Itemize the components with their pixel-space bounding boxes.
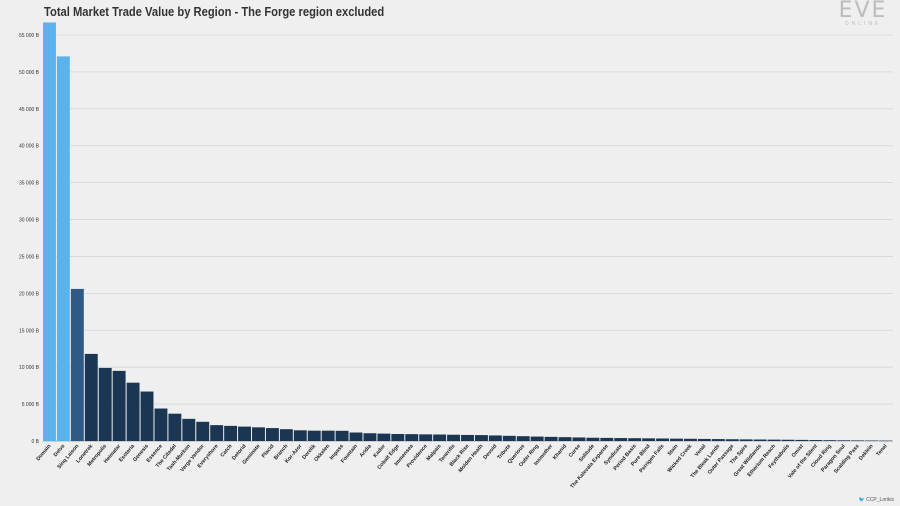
bar-geminate: [252, 427, 265, 441]
y-tick-label: 5 000 B: [22, 402, 40, 408]
credit: 🐦 CCP_Lorikis: [859, 497, 894, 503]
bar-delve: [56, 56, 70, 441]
bar-kador: [377, 433, 391, 441]
bar-placid: [265, 428, 279, 441]
bar-detorid: [238, 426, 252, 441]
bar-the-kalevala-expanse: [600, 437, 614, 441]
bar-branch: [279, 429, 293, 441]
bar-cobalt-edge: [391, 433, 405, 441]
x-tick-label: Khanid: [552, 443, 568, 461]
bar-the-citadel: [168, 413, 182, 441]
bar-syndicate: [614, 438, 628, 441]
bar-tenal: [879, 440, 892, 442]
bar-sinq-laison: [70, 288, 84, 441]
bar-etherium-reach: [767, 439, 781, 441]
credit-text: CCP_Lorikis: [866, 497, 894, 503]
bar-scalding-pass: [851, 440, 865, 441]
bar-great-wildlands: [753, 439, 767, 441]
bar-the-bleak-lands: [711, 439, 725, 441]
eve-logo-icon: EVE: [838, 0, 888, 23]
bar-molden-heath: [474, 435, 488, 441]
bar-wicked-creek: [683, 438, 697, 441]
grid-lines: [43, 34, 893, 442]
bar-heimatar: [112, 370, 126, 441]
bar-querious: [516, 436, 530, 441]
eve-logo-subtext: ONLINE: [844, 21, 882, 27]
bar-khanid: [558, 437, 572, 441]
y-tick-label: 50 000 B: [19, 70, 40, 76]
y-tick-label: 40 000 B: [19, 144, 40, 150]
bar-verge-vendor: [196, 421, 210, 441]
bar-insmother: [544, 436, 558, 441]
bar-omist: [795, 439, 809, 441]
bar-paragon-soul: [837, 440, 851, 441]
bar-deklein: [865, 440, 879, 442]
x-tick-label: Tenal: [875, 443, 889, 458]
x-tick-label: Aridia: [359, 443, 373, 458]
bar-aridia: [363, 433, 377, 441]
bar-cloud-ring: [823, 440, 837, 441]
bar-impass: [335, 430, 349, 441]
y-tick-label: 30 000 B: [19, 218, 40, 224]
bar-malpais: [433, 434, 447, 441]
bar-everyshore: [210, 425, 224, 441]
bar-pure-blind: [642, 438, 656, 441]
bar-period-basis: [628, 438, 642, 441]
bar-outer-passage: [725, 439, 739, 441]
bar-the-spire: [739, 439, 753, 441]
bar-devoid: [488, 435, 502, 441]
bar-curse: [572, 437, 586, 441]
bar-vale-of-the-silent: [809, 440, 823, 441]
y-tick-label: 25 000 B: [19, 254, 40, 260]
y-tick-label: 10 000 B: [19, 365, 40, 371]
bar-domain: [43, 22, 56, 441]
bars: [43, 22, 892, 442]
bar-okkelen: [321, 430, 335, 441]
bar-essence: [154, 408, 168, 441]
bar-catch: [224, 425, 238, 441]
bar-perrigen-falls: [656, 438, 670, 441]
bar-venal: [697, 438, 711, 441]
y-tick-label: 15 000 B: [19, 328, 40, 334]
y-axis-ticks: 0 B 5 000 B 10 000 B 15 000 B 20 000 B 25 000…: [19, 33, 40, 445]
x-tick-label: Deklein: [858, 443, 875, 461]
bar-genesis: [140, 391, 154, 441]
bar-metropolis: [98, 367, 112, 441]
bar-derelik: [307, 430, 321, 441]
twitter-icon: 🐦: [858, 497, 865, 503]
y-tick-label: 45 000 B: [19, 107, 40, 113]
y-tick-label: 35 000 B: [19, 181, 40, 187]
y-tick-label: 55 000 B: [19, 33, 40, 39]
bar-immensea: [405, 434, 419, 441]
bar-kor-azor: [293, 430, 307, 441]
bar-outer-ring: [530, 436, 544, 441]
y-tick-label: 20 000 B: [19, 291, 40, 297]
bar-stain: [670, 438, 683, 441]
x-tick-label: Stain: [667, 443, 680, 457]
bar-tenerifis: [447, 434, 461, 441]
x-tick-label: Domain: [35, 443, 52, 462]
bar-solitude: [586, 437, 600, 441]
chart-title: Total Market Trade Value by Region - The…: [44, 4, 385, 19]
y-tick-label: 0 B: [31, 439, 39, 445]
bar-tash-murkon: [182, 418, 196, 441]
bar-feythabolis: [781, 439, 795, 441]
bar-lonetrek: [84, 353, 98, 441]
bar-tribute: [502, 435, 516, 441]
bar-fountain: [349, 432, 363, 441]
bar-black-rise: [461, 434, 474, 441]
x-tick-label: Devoid: [482, 443, 498, 460]
bar-esoteria: [126, 382, 140, 441]
bar-providence: [419, 434, 433, 441]
